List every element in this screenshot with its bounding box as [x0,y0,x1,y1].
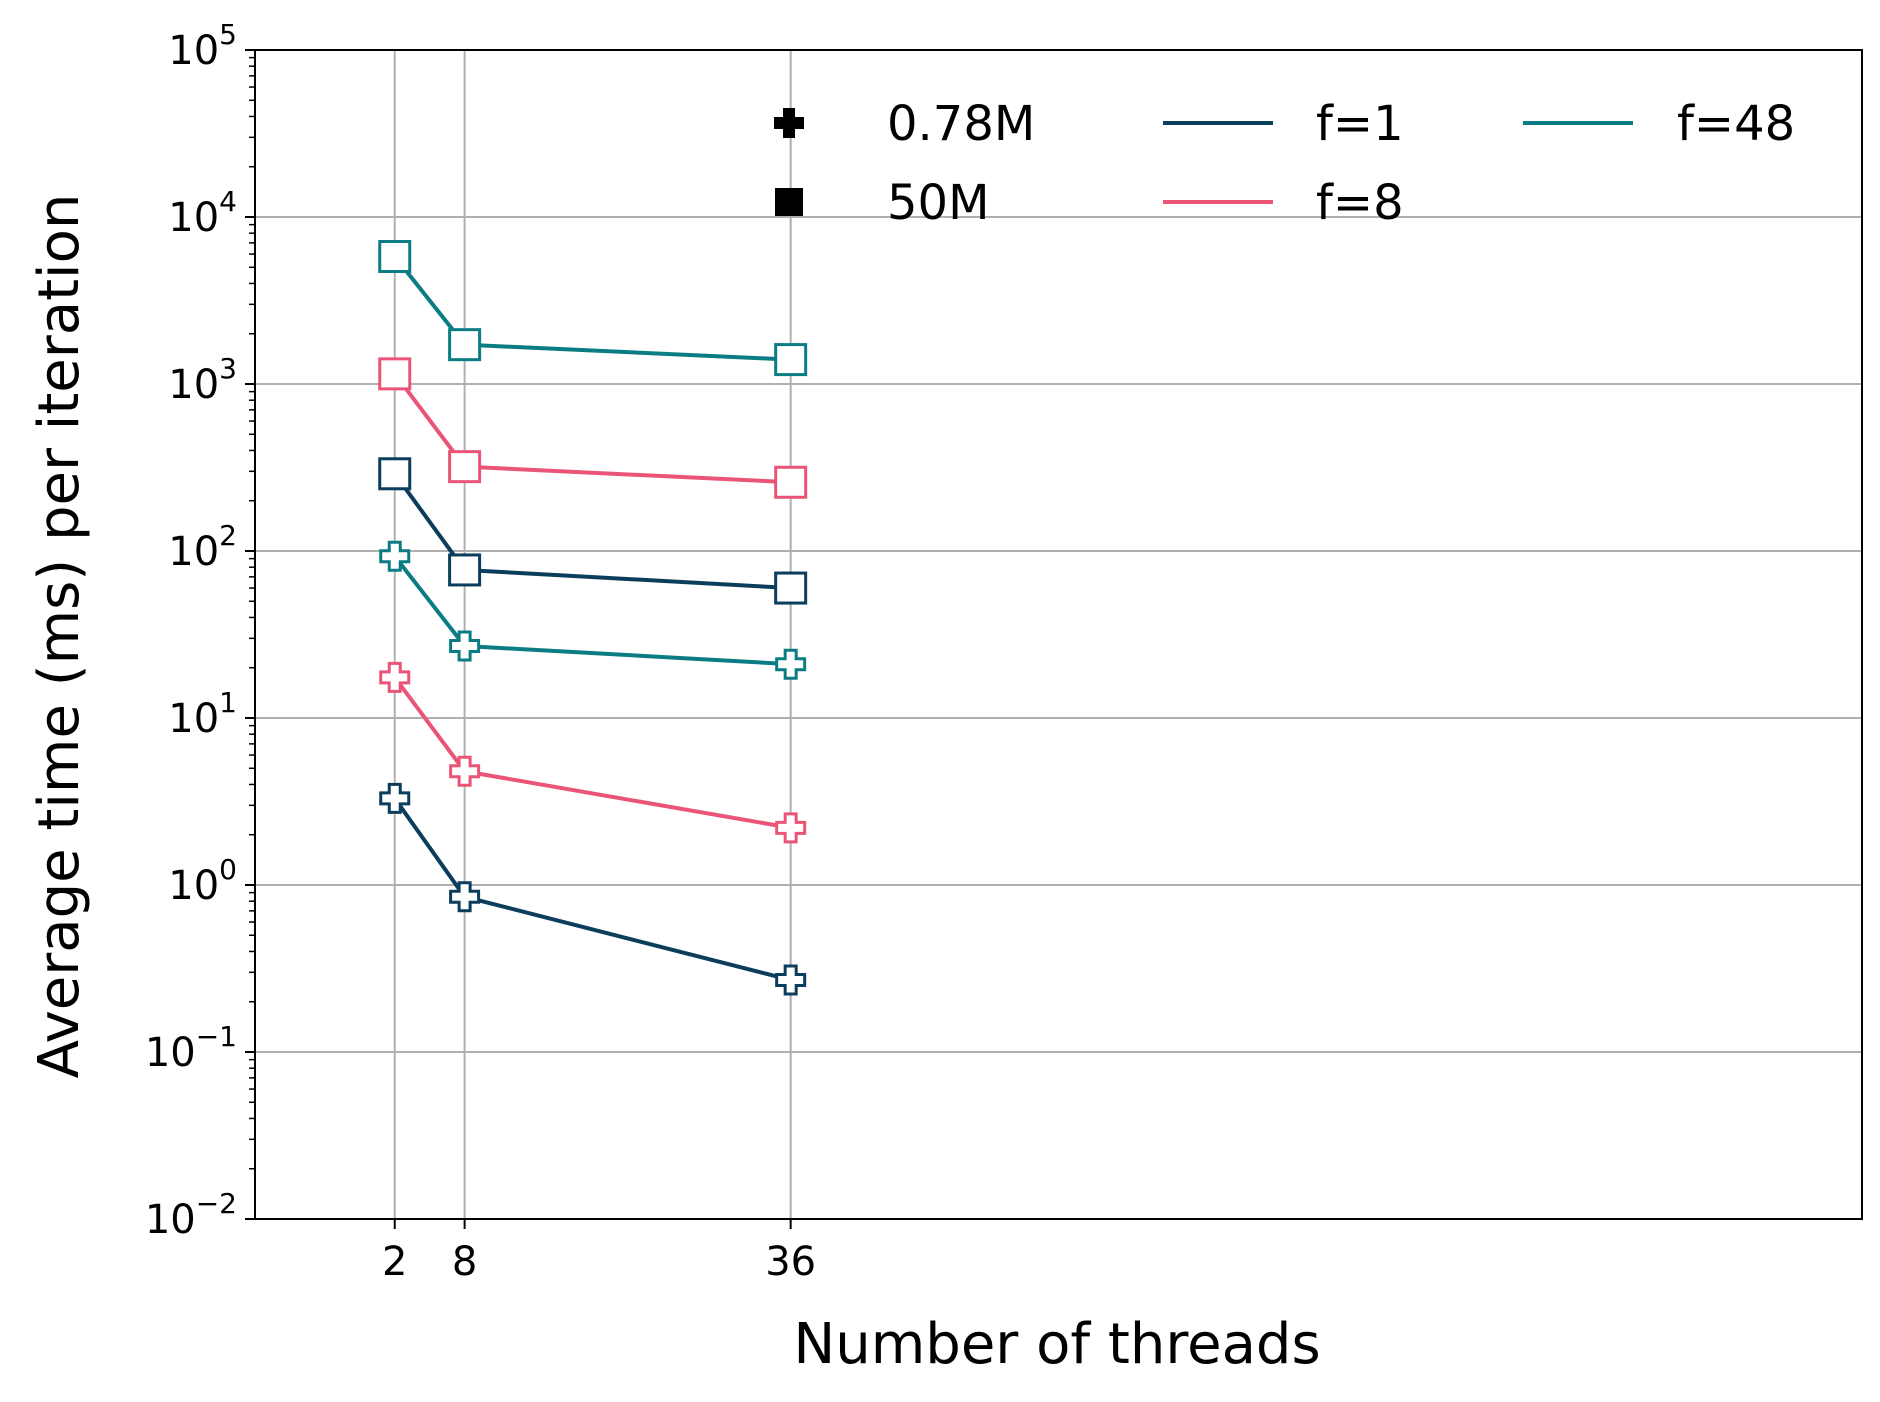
data-point [449,881,481,913]
legend-label: 0.78M [887,96,1035,152]
x-tick-label: 2 [382,1239,407,1285]
legend: 0.78M 50M f=1 f=8 f=48 [774,96,1795,231]
y-tick-label: 105 [168,18,237,74]
y-axis-title: Average time (ms) per iteration [27,194,92,1079]
data-point [448,450,482,484]
legend-label: 50M [887,175,990,231]
plot-frame [254,49,1863,1220]
data-point [379,782,411,814]
series-f1-50M [378,457,808,605]
y-tick-label: 101 [168,686,237,742]
data-point [775,648,807,680]
legend-label: f=1 [1316,96,1404,152]
data-point [774,343,808,377]
legend-label: f=48 [1677,96,1795,152]
data-point [449,755,481,787]
data-point [774,465,808,499]
series-f48-50M [378,240,808,377]
legend-marker-plus [774,108,804,138]
grid-lines [255,50,1862,1219]
x-tick-label: 8 [452,1239,477,1285]
legend-label: f=8 [1316,175,1404,231]
series-f1-0.78M [379,782,807,996]
y-tick-label: 103 [168,352,237,408]
x-tick-label: 36 [765,1239,816,1285]
series-f8-50M [378,357,808,499]
series-f48-0.78M [379,540,807,680]
data-point [448,328,482,362]
y-tick-label: 10−2 [145,1187,237,1243]
data-point [379,540,411,572]
x-axis-title: Number of threads [793,1312,1320,1377]
data-point [379,661,411,693]
legend-marker-square [775,188,803,216]
y-tick-label: 102 [168,519,237,575]
series-f8-0.78M [379,661,807,844]
data-point [378,457,412,491]
data-point [775,812,807,844]
data-point [449,630,481,662]
data-point [774,571,808,605]
data-point [378,357,412,391]
data-point [775,964,807,996]
data-series [378,240,808,996]
data-point [448,553,482,587]
data-point [378,240,412,274]
